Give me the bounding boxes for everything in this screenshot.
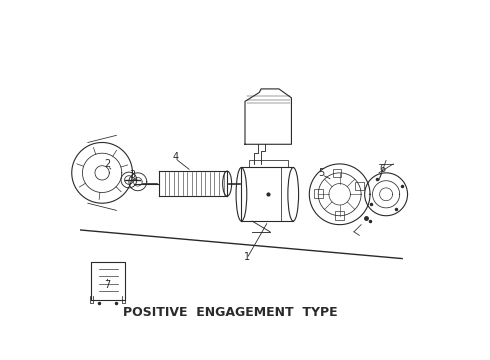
Text: 6: 6 bbox=[379, 164, 386, 174]
Text: 1: 1 bbox=[244, 252, 250, 262]
Text: 5: 5 bbox=[318, 168, 325, 178]
Text: 7: 7 bbox=[104, 280, 111, 291]
Bar bbox=[333, 169, 341, 177]
Text: 3: 3 bbox=[129, 170, 136, 180]
Text: POSITIVE  ENGAGEMENT  TYPE: POSITIVE ENGAGEMENT TYPE bbox=[123, 306, 338, 319]
Text: 4: 4 bbox=[172, 152, 178, 162]
Text: 2: 2 bbox=[104, 159, 111, 169]
Bar bbox=[314, 189, 322, 198]
Bar bbox=[355, 182, 364, 190]
Bar bbox=[335, 211, 343, 220]
